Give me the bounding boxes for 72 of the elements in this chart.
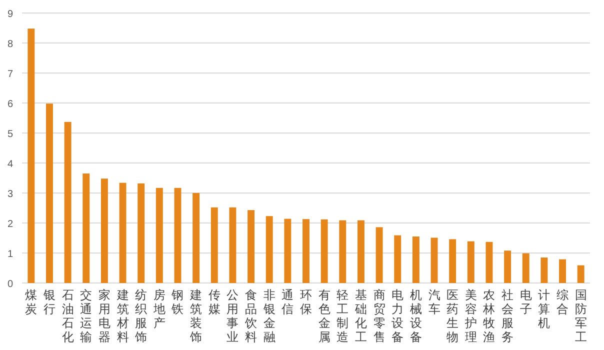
x-tick-label: 公用事业 — [226, 288, 239, 344]
x-tick-label: 商贸零售 — [373, 288, 386, 344]
bar — [248, 210, 255, 283]
x-tick-label: 钢铁 — [170, 288, 184, 316]
x-tick-label: 社会服务 — [502, 288, 514, 344]
x-tick-label: 综合 — [556, 288, 569, 316]
x-tick-label: 电力设备 — [392, 288, 404, 344]
bar — [577, 265, 584, 283]
bar — [100, 178, 108, 283]
bar — [28, 28, 35, 283]
y-tick-label: 9 — [7, 9, 14, 20]
y-tick-label: 6 — [7, 99, 14, 110]
x-tick-label: 医药生物 — [446, 288, 459, 344]
x-tick-label: 基础化工 — [354, 288, 367, 344]
bar — [522, 253, 530, 283]
x-tick-label: 食品饮料 — [244, 288, 258, 344]
x-tick-label: 汽车 — [428, 288, 440, 316]
bar — [540, 258, 548, 283]
bar — [302, 219, 310, 283]
bar — [357, 220, 364, 283]
x-tick-label: 有色金属 — [318, 288, 330, 344]
x-tick-label: 农林牧渔 — [482, 288, 496, 344]
bar — [504, 250, 512, 283]
x-tick-label: 计算机 — [538, 288, 550, 330]
bar — [449, 239, 456, 283]
x-tick-label: 煤炭 — [25, 288, 38, 316]
y-tick-label: 0 — [7, 279, 14, 290]
bar — [284, 218, 292, 283]
x-tick-label: 家用电器 — [98, 288, 110, 344]
x-tick-label: 纺织服饰 — [134, 288, 148, 344]
bar — [486, 242, 493, 283]
x-tick-label: 建筑装饰 — [189, 288, 202, 344]
y-tick-label: 4 — [7, 159, 14, 170]
x-tick-label: 建筑材料 — [116, 288, 129, 344]
y-tick-label: 7 — [7, 69, 14, 80]
x-tick-label: 环保 — [300, 288, 312, 316]
x-tick-label: 房地产 — [152, 288, 166, 330]
bar — [467, 241, 474, 283]
x-tick-label: 机械设备 — [410, 288, 422, 344]
bar — [430, 238, 438, 283]
bar — [394, 235, 402, 283]
bar — [46, 104, 53, 283]
y-tick-label: 1 — [7, 249, 14, 260]
bar — [138, 183, 145, 283]
x-tick-label: 国防军工 — [574, 288, 587, 344]
bar — [559, 259, 566, 283]
bar — [376, 227, 383, 283]
bar — [339, 220, 346, 283]
x-tick-label: 美容护理 — [464, 288, 477, 344]
bar — [119, 182, 126, 283]
x-tick-label: 石油石化 — [62, 288, 74, 344]
y-tick-label: 5 — [7, 129, 14, 140]
y-tick-label: 8 — [7, 39, 14, 50]
bar — [174, 188, 182, 283]
x-tick-label: 通信 — [282, 288, 294, 316]
x-tick-label: 传媒 — [208, 288, 220, 316]
y-tick-label: 3 — [7, 189, 14, 200]
x-tick-label: 交通运输 — [80, 288, 92, 344]
bar — [412, 236, 420, 283]
bar — [82, 174, 90, 283]
bar — [192, 193, 200, 283]
bar — [266, 216, 273, 283]
x-tick-label: 银行 — [42, 288, 56, 316]
bar — [156, 188, 163, 283]
x-tick-label: 轻工制造 — [336, 288, 349, 344]
bar — [320, 219, 328, 283]
x-tick-label: 非银金融 — [262, 288, 276, 344]
y-tick-label: 2 — [7, 219, 14, 230]
bar — [210, 207, 218, 283]
bar — [229, 207, 236, 283]
bar — [64, 122, 72, 283]
x-tick-label: 电子 — [520, 288, 532, 316]
